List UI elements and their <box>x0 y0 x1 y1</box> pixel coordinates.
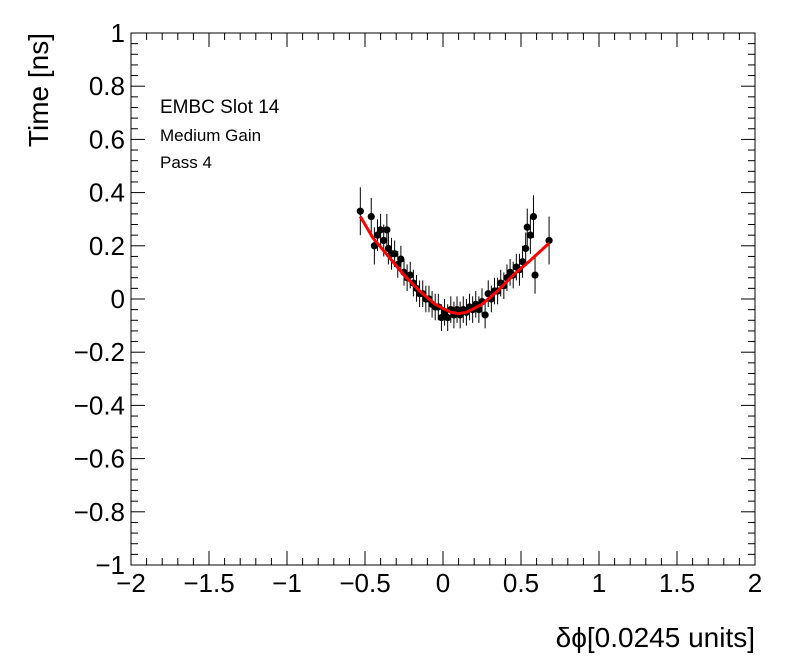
data-point <box>481 311 489 319</box>
data-point <box>397 255 405 263</box>
y-tick-label: 0.2 <box>89 231 125 261</box>
data-point <box>526 231 534 239</box>
x-axis-ticks <box>130 33 756 565</box>
y-tick-label: 0.4 <box>89 178 125 208</box>
y-tick-label: −1 <box>95 550 125 580</box>
y-tick-label: −0.2 <box>74 337 125 367</box>
x-tick-label: 0 <box>436 568 450 598</box>
x-tick-label: −1.5 <box>183 568 234 598</box>
data-point <box>518 258 527 266</box>
x-tick-label: 1.5 <box>659 568 695 598</box>
data-point <box>373 231 382 239</box>
y-tick-label: −0.4 <box>74 390 125 420</box>
data-point <box>377 226 385 234</box>
x-tick-label: −1 <box>272 568 302 598</box>
y-axis-ticks <box>131 32 755 566</box>
x-tick-label: −2 <box>116 568 146 598</box>
y-tick-label: 1 <box>111 18 125 48</box>
data-point <box>437 314 446 322</box>
data-points <box>356 207 553 322</box>
data-point <box>383 226 391 234</box>
y-tick-label: 0.8 <box>89 71 125 101</box>
data-point <box>384 244 392 253</box>
annotation-gain: Medium Gain <box>160 126 261 145</box>
data-point <box>391 250 399 258</box>
data-point <box>522 244 530 253</box>
y-tick-label: −0.8 <box>74 497 125 527</box>
data-point <box>406 271 414 279</box>
data-point <box>523 223 531 231</box>
x-tick-label: −0.5 <box>339 568 390 598</box>
x-tick-label: 1 <box>592 568 606 598</box>
fit-curve <box>359 215 551 316</box>
data-point <box>529 212 538 221</box>
y-tick-label: −0.6 <box>74 444 125 474</box>
x-tick-label: 0.5 <box>503 568 539 598</box>
x-tick-label: 2 <box>748 568 762 598</box>
y-axis-title: Time [ns] <box>23 33 54 147</box>
x-tick-labels: −2 −1.5 −1 −0.5 0 0.5 1 1.5 2 <box>116 568 762 598</box>
y-tick-label: 0 <box>111 284 125 314</box>
data-point <box>545 236 553 245</box>
x-axis-title: δϕ[0.0245 units] <box>556 622 755 653</box>
data-point <box>444 314 452 322</box>
data-point <box>531 271 539 279</box>
data-point <box>380 236 388 245</box>
y-tick-label: 0.6 <box>89 124 125 154</box>
data-point <box>356 207 364 215</box>
annotation-pass: Pass 4 <box>160 153 212 172</box>
annotation-detector: EMBC Slot 14 <box>160 97 280 118</box>
y-tick-labels: −1 −0.8 −0.6 −0.4 −0.2 0 0.2 0.4 0.6 0.8 1 <box>74 18 125 580</box>
data-point <box>367 212 375 221</box>
data-point <box>453 306 461 314</box>
